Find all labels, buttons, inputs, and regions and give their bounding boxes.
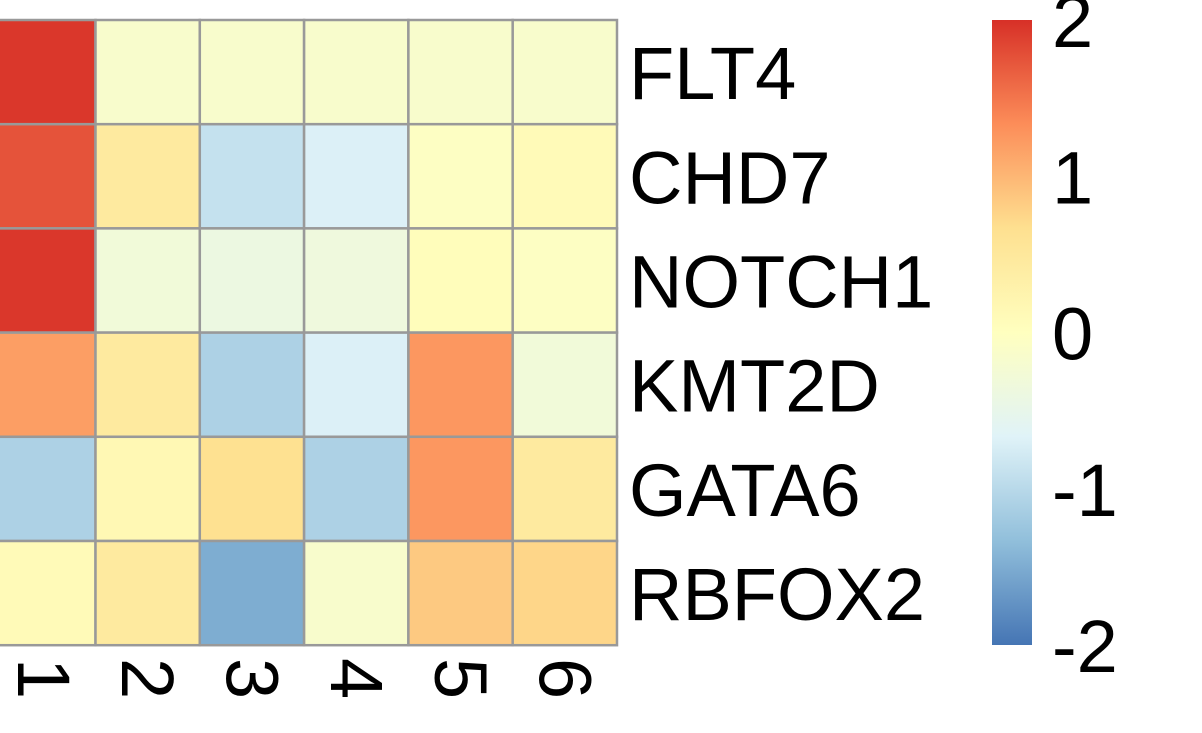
heatmap-cell-CHD7-1 (0, 122, 97, 230)
column-label-1: 1 (2, 658, 85, 699)
heatmap-cell-GATA6-6 (511, 435, 619, 543)
heatmap-cell-FLT4-5 (407, 18, 514, 126)
heatmap-cell-NOTCH1-2 (94, 227, 202, 334)
row-label-kmt2d: KMT2D (629, 345, 880, 428)
heatmap-cell-FLT4-1 (0, 18, 97, 126)
heatmap-cell-FLT4-6 (511, 18, 619, 126)
heatmap-cell-RBFOX2-2 (94, 539, 202, 647)
row-label-rbfox2: RBFOX2 (629, 553, 925, 636)
heatmap-cell-KMT2D-6 (511, 331, 619, 439)
heatmap-cell-KMT2D-2 (94, 331, 202, 439)
heatmap-cell-KMT2D-1 (0, 331, 97, 439)
heatmap-cell-CHD7-3 (198, 122, 306, 230)
heatmap-cell-NOTCH1-5 (407, 227, 514, 334)
colorbar-tick-label: 0 (1052, 293, 1093, 376)
row-label-gata6: GATA6 (629, 449, 861, 532)
heatmap-cell-FLT4-2 (94, 18, 202, 126)
colorbar-tick-labels: 2 1 0 -1 -2 (1052, 0, 1118, 688)
heatmap-cell-CHD7-2 (94, 122, 202, 230)
colorbar-gradient (992, 20, 1032, 645)
row-label-chd7: CHD7 (629, 136, 830, 219)
heatmap-cell-KMT2D-4 (302, 331, 410, 439)
column-label-3: 3 (210, 658, 293, 699)
heatmap-cell-GATA6-4 (302, 435, 410, 543)
heatmap-cell-FLT4-4 (302, 18, 410, 126)
heatmap-cell-GATA6-3 (198, 435, 306, 543)
colorbar-tick-label: -1 (1052, 449, 1118, 532)
colorbar-tick-label: 1 (1052, 136, 1093, 219)
heatmap-cell-GATA6-5 (407, 435, 514, 543)
heatmap-cells (0, 18, 619, 647)
heatmap-cell-NOTCH1-4 (302, 227, 410, 334)
heatmap-cell-CHD7-6 (511, 122, 619, 230)
heatmap-cell-KMT2D-5 (407, 331, 514, 439)
row-label-flt4: FLT4 (629, 32, 796, 115)
colorbar-tick-label: 2 (1052, 0, 1093, 63)
colorbar-legend (992, 20, 1032, 645)
heatmap-cell-RBFOX2-1 (0, 539, 97, 647)
column-label-2: 2 (106, 658, 189, 699)
row-labels: FLT4 CHD7 NOTCH1 KMT2D GATA6 RBFOX2 (629, 32, 933, 636)
heatmap-cell-CHD7-5 (407, 122, 514, 230)
heatmap-cell-NOTCH1-1 (0, 227, 97, 334)
heatmap-cell-RBFOX2-3 (198, 539, 306, 647)
heatmap-cell-KMT2D-3 (198, 331, 306, 439)
heatmap-cell-RBFOX2-5 (407, 539, 514, 647)
column-label-4: 4 (315, 658, 398, 699)
heatmap-cell-RBFOX2-4 (302, 539, 410, 647)
heatmap-cell-NOTCH1-6 (511, 227, 619, 334)
column-label-6: 6 (523, 658, 606, 699)
heatmap-cell-RBFOX2-6 (511, 539, 619, 647)
heatmap-cell-GATA6-2 (94, 435, 202, 543)
column-label-5: 5 (419, 658, 502, 699)
heatmap-cell-NOTCH1-3 (198, 227, 306, 334)
colorbar-tick-label: -2 (1052, 605, 1118, 688)
heatmap-cell-CHD7-4 (302, 122, 410, 230)
row-label-notch1: NOTCH1 (629, 241, 933, 324)
heatmap-cell-FLT4-3 (198, 18, 306, 126)
heatmap-cell-GATA6-1 (0, 435, 97, 543)
